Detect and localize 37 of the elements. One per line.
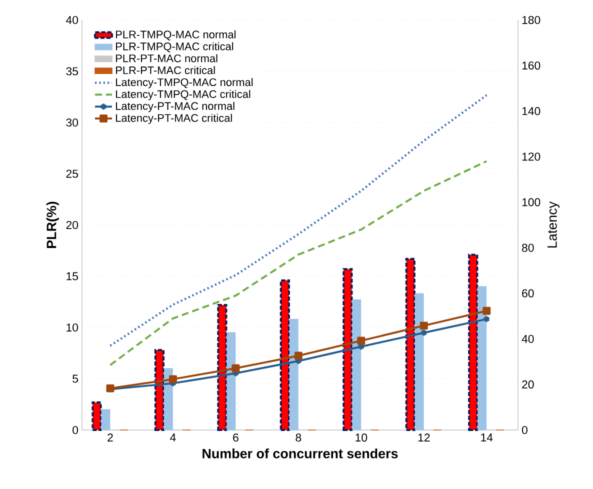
legend-label: PLR-TMPQ-MAC normal <box>116 30 236 40</box>
y-tick-label: 25 <box>66 170 78 178</box>
y-tick-label: 15 <box>66 272 78 280</box>
y2-tick-label: 100 <box>522 198 540 206</box>
y2-axis-title: Latency <box>547 201 560 248</box>
legend-label: Latency-TMPQ-MAC critical <box>116 90 250 100</box>
legend-label: PLR-TMPQ-MAC critical <box>116 42 234 52</box>
y2-tick-label: 0 <box>522 426 528 434</box>
legend-label: Latency-TMPQ-MAC normal <box>116 78 253 88</box>
x-tick-label: 10 <box>356 434 368 442</box>
x-tick-label: 8 <box>296 434 302 442</box>
y2-tick-label: 160 <box>522 61 540 70</box>
y-tick-label: 30 <box>66 118 78 127</box>
x-axis-title: Number of concurrent senders <box>202 448 398 458</box>
y2-tick-label: 80 <box>522 244 534 252</box>
y-tick-label: 5 <box>72 374 78 383</box>
y2-tick-label: 20 <box>522 380 534 388</box>
x-tick-label: 12 <box>418 434 430 442</box>
y2-tick-label: 40 <box>522 334 534 343</box>
legend-label: Latency-PT-MAC critical <box>116 114 232 124</box>
y2-tick-label: 140 <box>522 107 540 116</box>
x-tick-label: 2 <box>108 434 113 442</box>
legend-label: PLR-PT-MAC normal <box>116 54 218 62</box>
y2-tick-label: 120 <box>522 152 540 161</box>
x-tick-label: 14 <box>481 434 493 442</box>
y-tick-label: 35 <box>66 67 78 76</box>
y-tick-label: 0 <box>72 426 78 434</box>
y-tick-label: 10 <box>66 323 78 332</box>
y2-tick-label: 180 <box>522 16 540 24</box>
x-tick-label: 4 <box>170 434 176 442</box>
y-tick-label: 20 <box>66 220 78 230</box>
y-tick-label: 40 <box>66 16 78 24</box>
y-axis-title: PLR(%) <box>46 202 59 248</box>
y2-tick-label: 60 <box>522 289 534 298</box>
legend-label: PLR-PT-MAC critical <box>116 66 215 74</box>
legend-label: Latency-PT-MAC normal <box>116 102 234 112</box>
x-tick-label: 6 <box>233 434 238 442</box>
